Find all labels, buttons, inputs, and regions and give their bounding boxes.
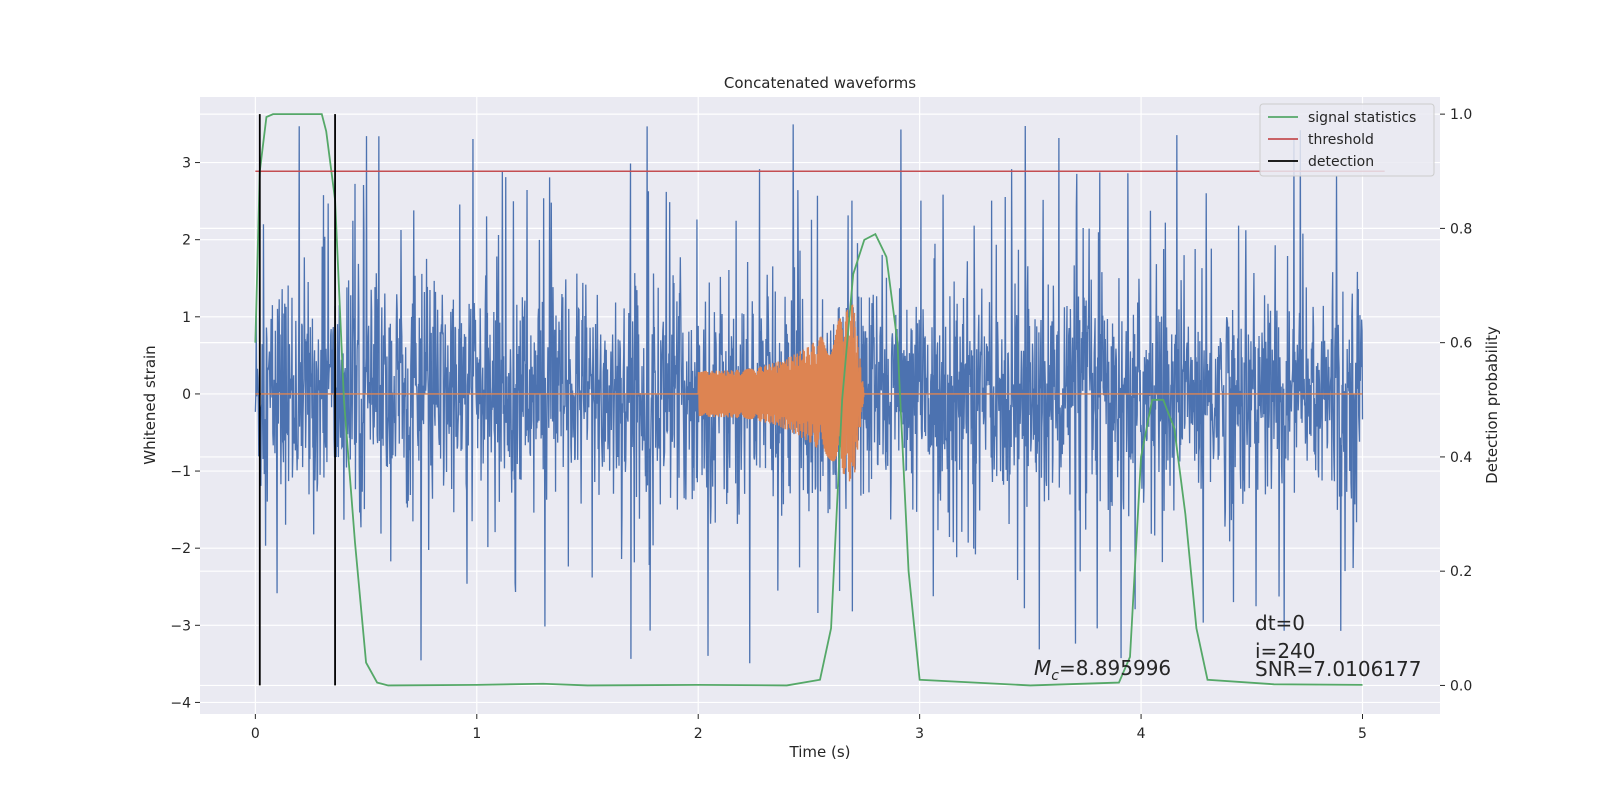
annotation-snr: SNR=7.0106177 <box>1255 657 1421 681</box>
chart-title: Concatenated waveforms <box>724 74 916 92</box>
annotation-chirp-mass: Mc=8.895996 <box>1034 656 1171 684</box>
x-tick-label-4: 4 <box>1137 726 1146 742</box>
y2-tick-label-1: 0.2 <box>1450 564 1472 580</box>
y2-tick-label-0: 0.0 <box>1450 678 1472 694</box>
chirp-mass-symbol: M <box>1034 656 1051 680</box>
y-tick-label-0: −4 <box>170 695 191 711</box>
y-tick-label-1: −3 <box>170 618 191 634</box>
y2-tick-label-3: 0.6 <box>1450 336 1472 352</box>
y2-tick-label-2: 0.4 <box>1450 450 1472 466</box>
y2-tick-label-4: 0.8 <box>1450 221 1472 237</box>
template-series-line <box>255 304 1363 482</box>
legend: signal statistics threshold detection <box>1259 103 1435 177</box>
y-tick-label-7: 3 <box>182 156 191 172</box>
y2-axis-ticks: 0.0 0.2 0.4 0.6 0.8 1.0 <box>1440 107 1472 694</box>
legend-box <box>1259 103 1435 177</box>
legend-label-signal-statistics: signal statistics <box>1308 110 1416 126</box>
y-tick-label-2: −2 <box>170 541 191 557</box>
y-axis-ticks: −4 −3 −2 −1 0 1 2 3 <box>170 156 200 711</box>
strain-series-line <box>254 124 1364 664</box>
x-tick-label-5: 5 <box>1358 726 1367 742</box>
annotation-dt: dt=0 <box>1255 611 1305 635</box>
chirp-mass-value: =8.895996 <box>1059 656 1171 680</box>
y2-axis-label: Detection probability <box>1483 326 1501 484</box>
y-tick-label-3: −1 <box>170 464 191 480</box>
y-tick-label-5: 1 <box>182 310 191 326</box>
x-axis-ticks: 0 1 2 3 4 5 <box>251 714 1367 742</box>
y2-tick-label-5: 1.0 <box>1450 107 1472 123</box>
annotation-i: i=240 <box>1255 639 1316 663</box>
signal-statistics-line <box>254 113 1363 687</box>
x-axis-label: Time (s) <box>789 743 851 761</box>
x-tick-label-2: 2 <box>694 726 703 742</box>
y-tick-label-6: 2 <box>182 233 191 249</box>
y-tick-label-4: 0 <box>182 387 191 403</box>
chirp-mass-subscript: c <box>1051 668 1059 684</box>
plot-layer <box>254 113 1385 687</box>
x-tick-label-0: 0 <box>251 726 260 742</box>
x-tick-label-3: 3 <box>915 726 924 742</box>
legend-label-detection: detection <box>1308 154 1374 170</box>
y-axis-label: Whitened strain <box>141 345 159 464</box>
legend-label-threshold: threshold <box>1308 132 1374 148</box>
x-tick-label-1: 1 <box>472 726 481 742</box>
